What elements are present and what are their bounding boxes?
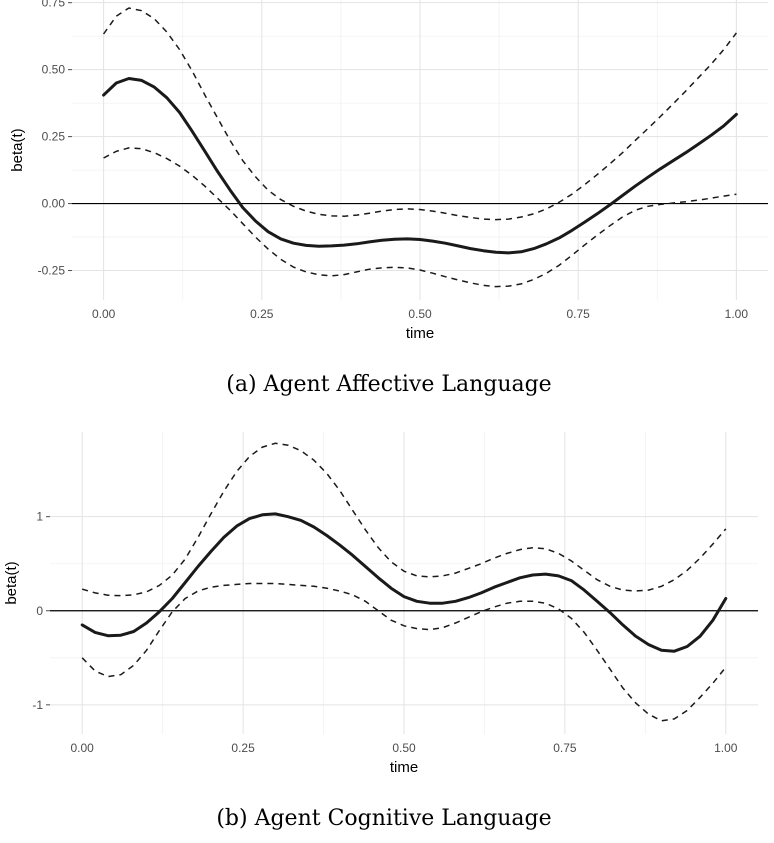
caption-cognitive: (b) Agent Cognitive Language [216, 806, 551, 831]
y-axis-title-cognitive: beta(t) [3, 561, 20, 604]
y-tick-label-affective: 0.25 [42, 130, 66, 144]
y-tick-label-affective: 0.50 [42, 63, 66, 77]
estimate-line-affective [102, 77, 738, 255]
y-tick-label-affective: 0.75 [42, 0, 66, 10]
y-tick-label-affective: 0.00 [42, 197, 66, 211]
panel-affective-language: -0.25 0.00 0.25 0.50 0.75 0.00 0.25 0.50 0.75 1.0… [9, 0, 768, 342]
x-tick-label-affective: 1.00 [725, 307, 749, 321]
y-axis-title-affective: beta(t) [9, 128, 26, 171]
upper-confidence-band-affective [102, 7, 737, 221]
x-tick-label-cognitive: 1.00 [714, 741, 738, 755]
y-tick-label-cognitive: 1 [36, 510, 43, 524]
y-tick-label-cognitive: 0 [36, 604, 43, 618]
x-tick-label-cognitive: 0.75 [553, 741, 577, 755]
x-axis-title-affective: time [406, 325, 434, 342]
x-tick-label-affective: 0.00 [92, 307, 116, 321]
y-tick-label-affective: -0.25 [38, 264, 66, 278]
lower-confidence-band-cognitive [81, 582, 727, 722]
x-tick-label-cognitive: 0.25 [231, 741, 255, 755]
x-tick-label-affective: 0.75 [567, 307, 591, 321]
y-tick-label-cognitive: -1 [32, 698, 43, 712]
estimate-line-cognitive [80, 512, 728, 653]
x-tick-label-affective: 0.50 [408, 307, 432, 321]
x-tick-label-cognitive: 0.50 [392, 741, 416, 755]
panel-cognitive-language: -1 0 1 0.00 0.25 0.50 0.75 1.00 time beta(t) [3, 432, 758, 776]
lower-confidence-band-affective [103, 147, 737, 288]
upper-confidence-band-cognitive [81, 442, 727, 597]
x-tick-label-cognitive: 0.00 [71, 741, 95, 755]
x-axis-title-cognitive: time [390, 759, 418, 776]
x-tick-label-affective: 0.25 [250, 307, 274, 321]
caption-affective: (a) Agent Affective Language [226, 372, 551, 397]
